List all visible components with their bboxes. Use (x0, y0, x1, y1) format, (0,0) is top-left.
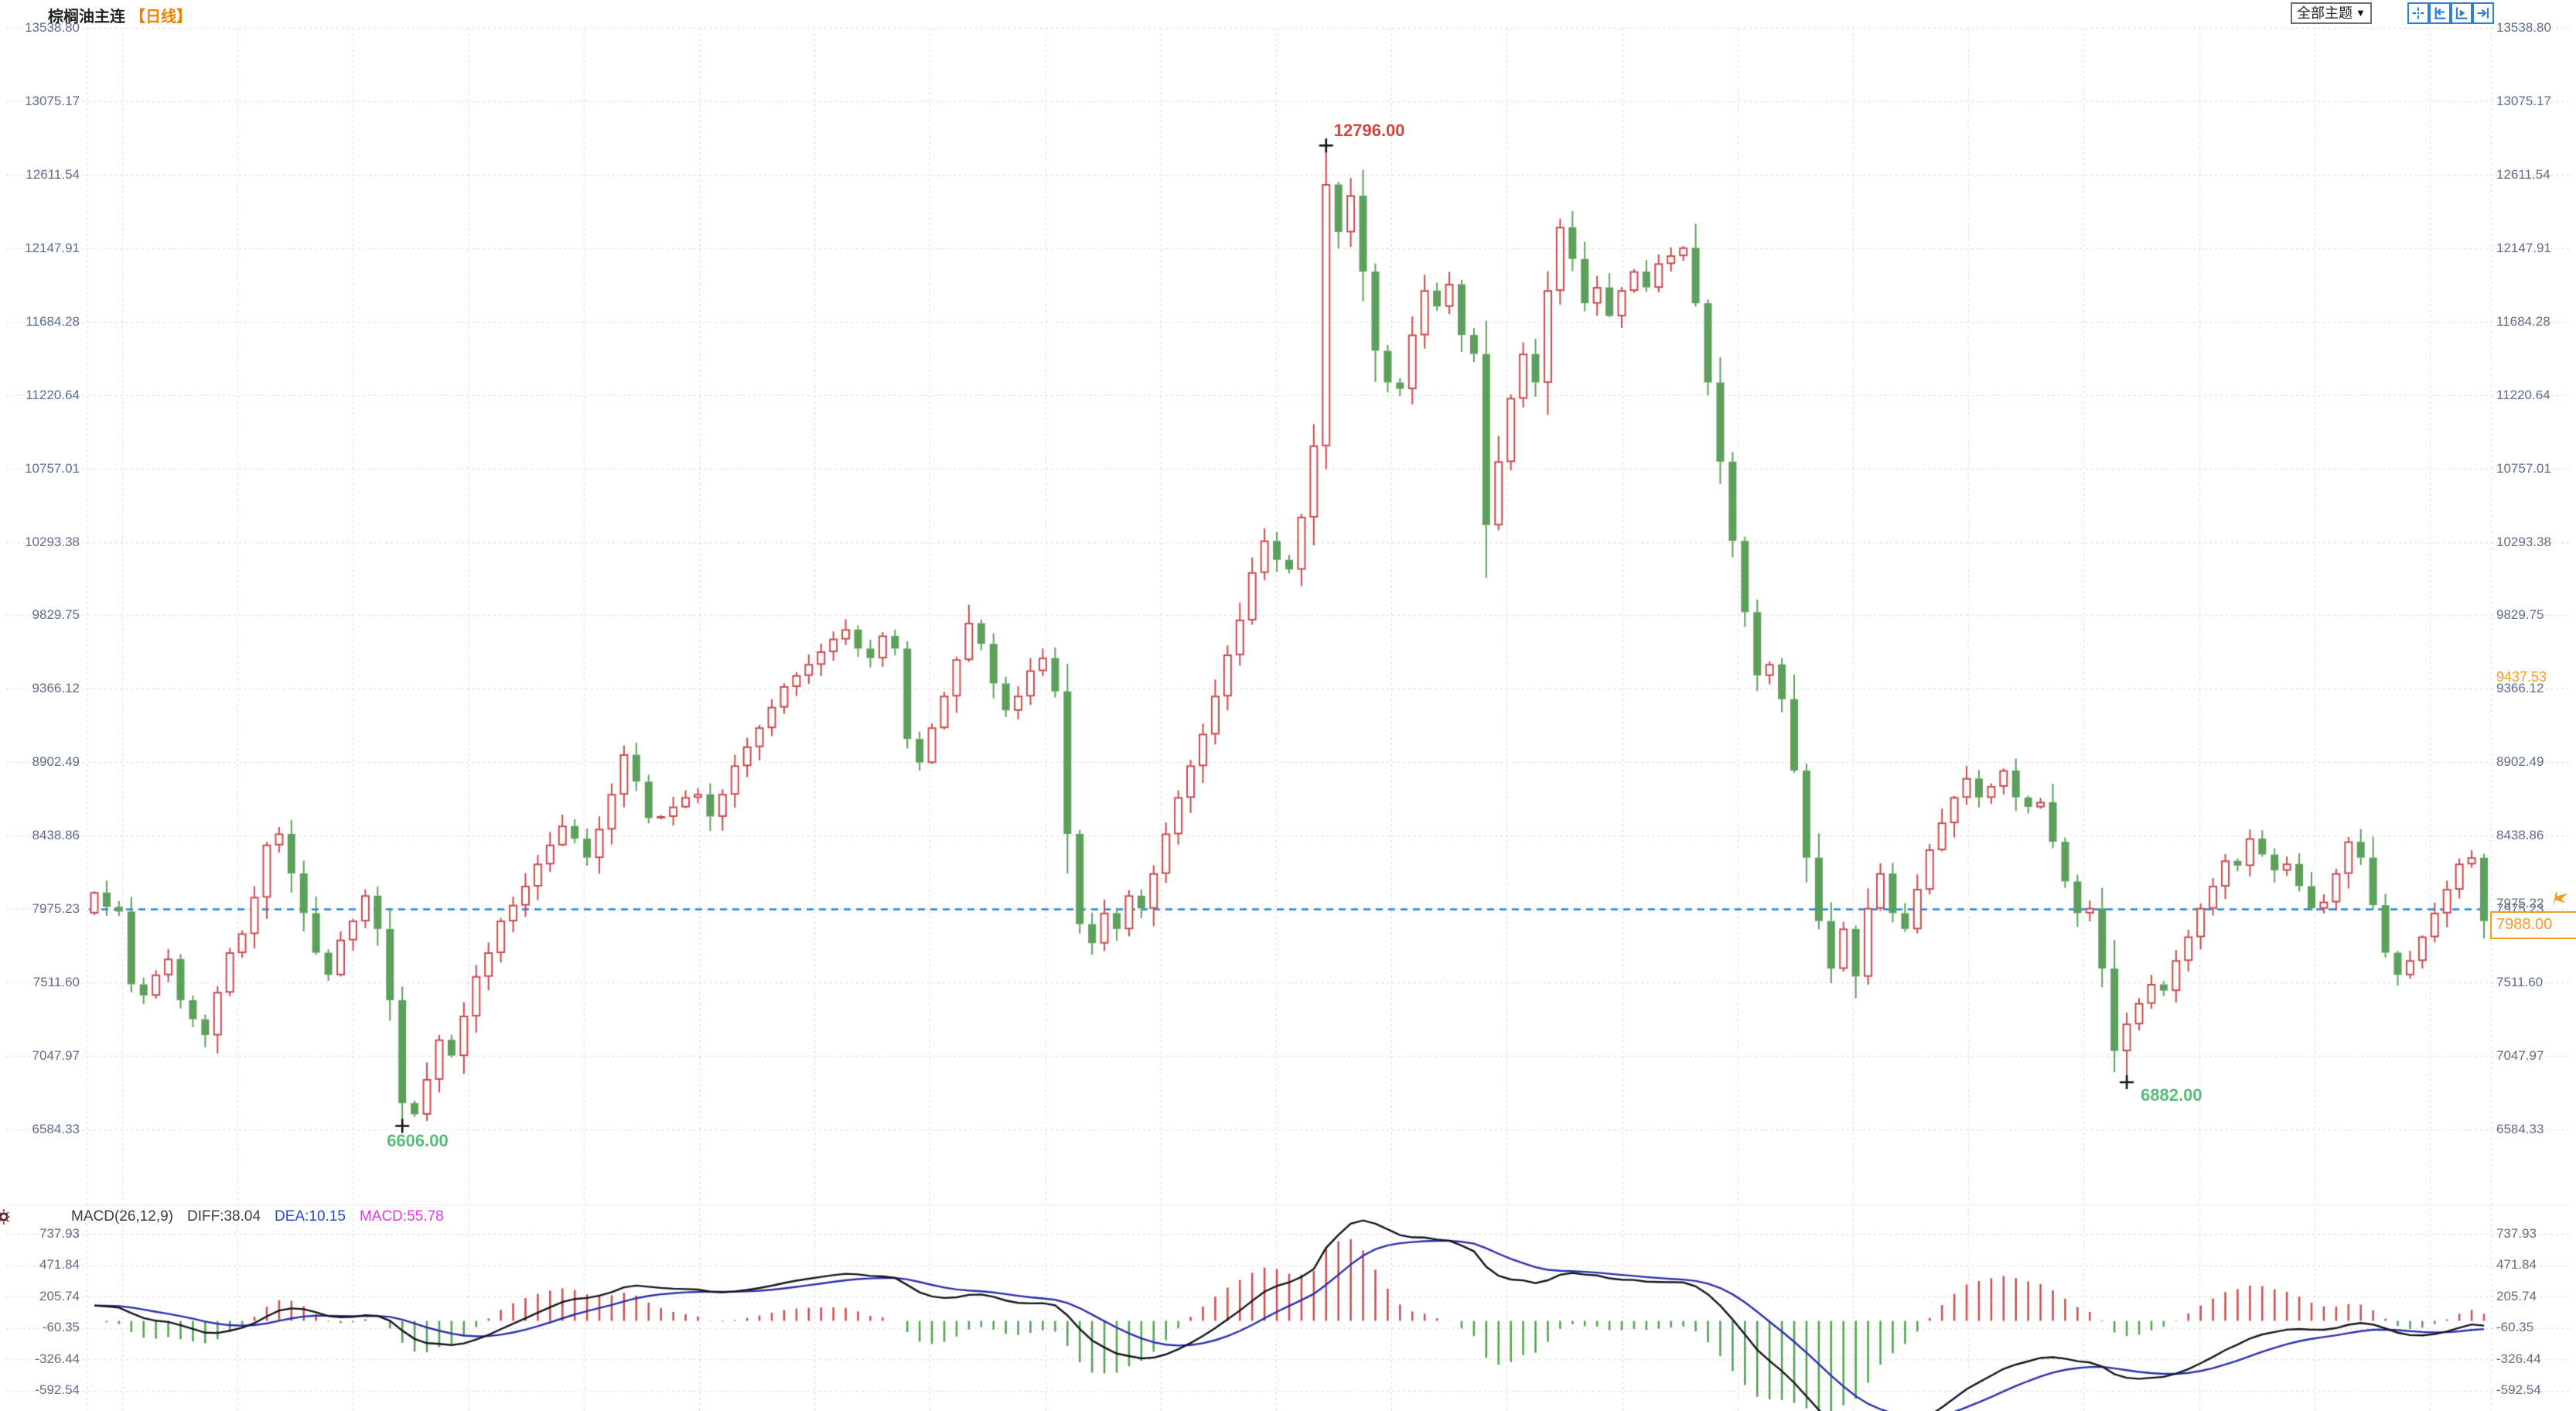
axis-tick-label-left: 7047.97 (32, 1048, 80, 1064)
axis-tick-label-left: 7975.23 (32, 901, 80, 917)
axis-tick-label-right: 9829.75 (2496, 607, 2544, 623)
macd-diff-value: DIFF:38.04 (187, 1208, 261, 1225)
axis-tick-label-left: 12611.54 (26, 166, 80, 182)
axis-tick-label-right: 12147.91 (2496, 240, 2551, 255)
axis-tick-label-left: -326.44 (35, 1351, 80, 1366)
axis-tick-label-left: 10293.38 (25, 534, 80, 549)
axis-tick-label-right: 10293.38 (2496, 534, 2551, 549)
axis-tick-label-right: 7047.97 (2496, 1048, 2544, 1064)
axis-tick-label-left: 9829.75 (32, 607, 80, 623)
theme-dropdown-label: 全部主题 (2297, 5, 2353, 21)
price-alert-flag-icon[interactable] (2549, 887, 2572, 914)
axis-tick-label-right: 7511.60 (2496, 975, 2544, 990)
chevron-down-icon: ▼ (2356, 7, 2366, 19)
axis-tick-label-right: -592.54 (2496, 1382, 2541, 1398)
axis-tick-label-right: 737.93 (2496, 1226, 2537, 1241)
axis-tick-label-left: 7511.60 (32, 975, 80, 990)
axis-tick-label-right: 205.74 (2496, 1288, 2537, 1303)
macd-macd-value: MACD:55.78 (359, 1208, 444, 1225)
axis-tick-label-left: 737.93 (39, 1226, 80, 1241)
macd-params-label: MACD(26,12,9) (71, 1208, 173, 1225)
interval-tag: 【日线】 (130, 9, 192, 26)
axis-tick-label-right: 8438.86 (2496, 828, 2544, 843)
axis-tick-label-left: 11220.64 (26, 387, 80, 402)
macd-indicator-labels: MACD(26,12,9) DIFF:38.04 DEA:10.15 MACD:… (71, 1208, 444, 1225)
swing-low-annotation-1: 6606.00 (387, 1130, 449, 1150)
axis-tick-label-right: 13538.80 (2496, 20, 2551, 35)
axis-tick-label-right: -326.44 (2496, 1351, 2541, 1366)
axis-tick-label-right: 9366.12 (2496, 681, 2544, 696)
reference-price-right-label: 7975.22 (2496, 896, 2544, 910)
jump-end-icon[interactable] (2472, 2, 2494, 24)
axis-tick-label-left: 9366.12 (32, 681, 80, 696)
play-axis-icon[interactable] (2451, 2, 2472, 24)
axis-tick-label-left: 471.84 (39, 1257, 80, 1273)
theme-dropdown-button[interactable]: 全部主题 ▼ (2291, 2, 2372, 24)
axis-tick-label-left: -60.35 (42, 1320, 80, 1335)
compress-left-icon[interactable] (2429, 2, 2451, 24)
axis-tick-label-left: 13075.17 (25, 93, 80, 108)
axis-tick-label-right: 11220.64 (2496, 387, 2550, 402)
axis-tick-label-left: 12147.91 (25, 240, 80, 255)
macd-settings-icon[interactable] (0, 1207, 15, 1231)
axis-tick-label-left: -592.54 (35, 1382, 80, 1398)
macd-dea-value: DEA:10.15 (275, 1208, 346, 1225)
axis-tick-label-right: -60.35 (2496, 1320, 2534, 1335)
axis-tick-label-right: 12611.54 (2496, 166, 2550, 182)
axis-tick-label-left: 11684.28 (26, 313, 80, 329)
swing-low-annotation-2: 6882.00 (2141, 1085, 2202, 1105)
last-price-box: 7988.00 (2490, 911, 2576, 939)
axis-tick-label-right: 10757.01 (2496, 460, 2551, 476)
axis-tick-label-left: 6584.33 (32, 1121, 80, 1136)
axis-tick-label-right: 6584.33 (2496, 1121, 2544, 1136)
avg-price-label: 9437.53 (2496, 669, 2547, 685)
axis-tick-label-left: 8438.86 (32, 828, 80, 843)
axis-tick-label-left: 8902.49 (32, 754, 80, 770)
axis-tick-label-left: 205.74 (39, 1288, 80, 1303)
axis-tick-label-left: 13538.80 (25, 20, 80, 35)
axis-tick-label-right: 471.84 (2496, 1257, 2537, 1273)
axis-tick-label-right: 8902.49 (2496, 754, 2544, 770)
axis-tick-label-right: 13075.17 (2496, 93, 2551, 108)
instrument-title: 棕榈油主连 【日线】 (48, 4, 192, 26)
instrument-name: 棕榈油主连 (48, 9, 125, 26)
crosshair-fit-icon[interactable] (2407, 2, 2429, 24)
axis-tick-label-right: 11684.28 (2496, 313, 2550, 329)
swing-high-annotation: 12796.00 (1333, 121, 1405, 141)
axis-tick-label-left: 10757.01 (25, 460, 80, 476)
